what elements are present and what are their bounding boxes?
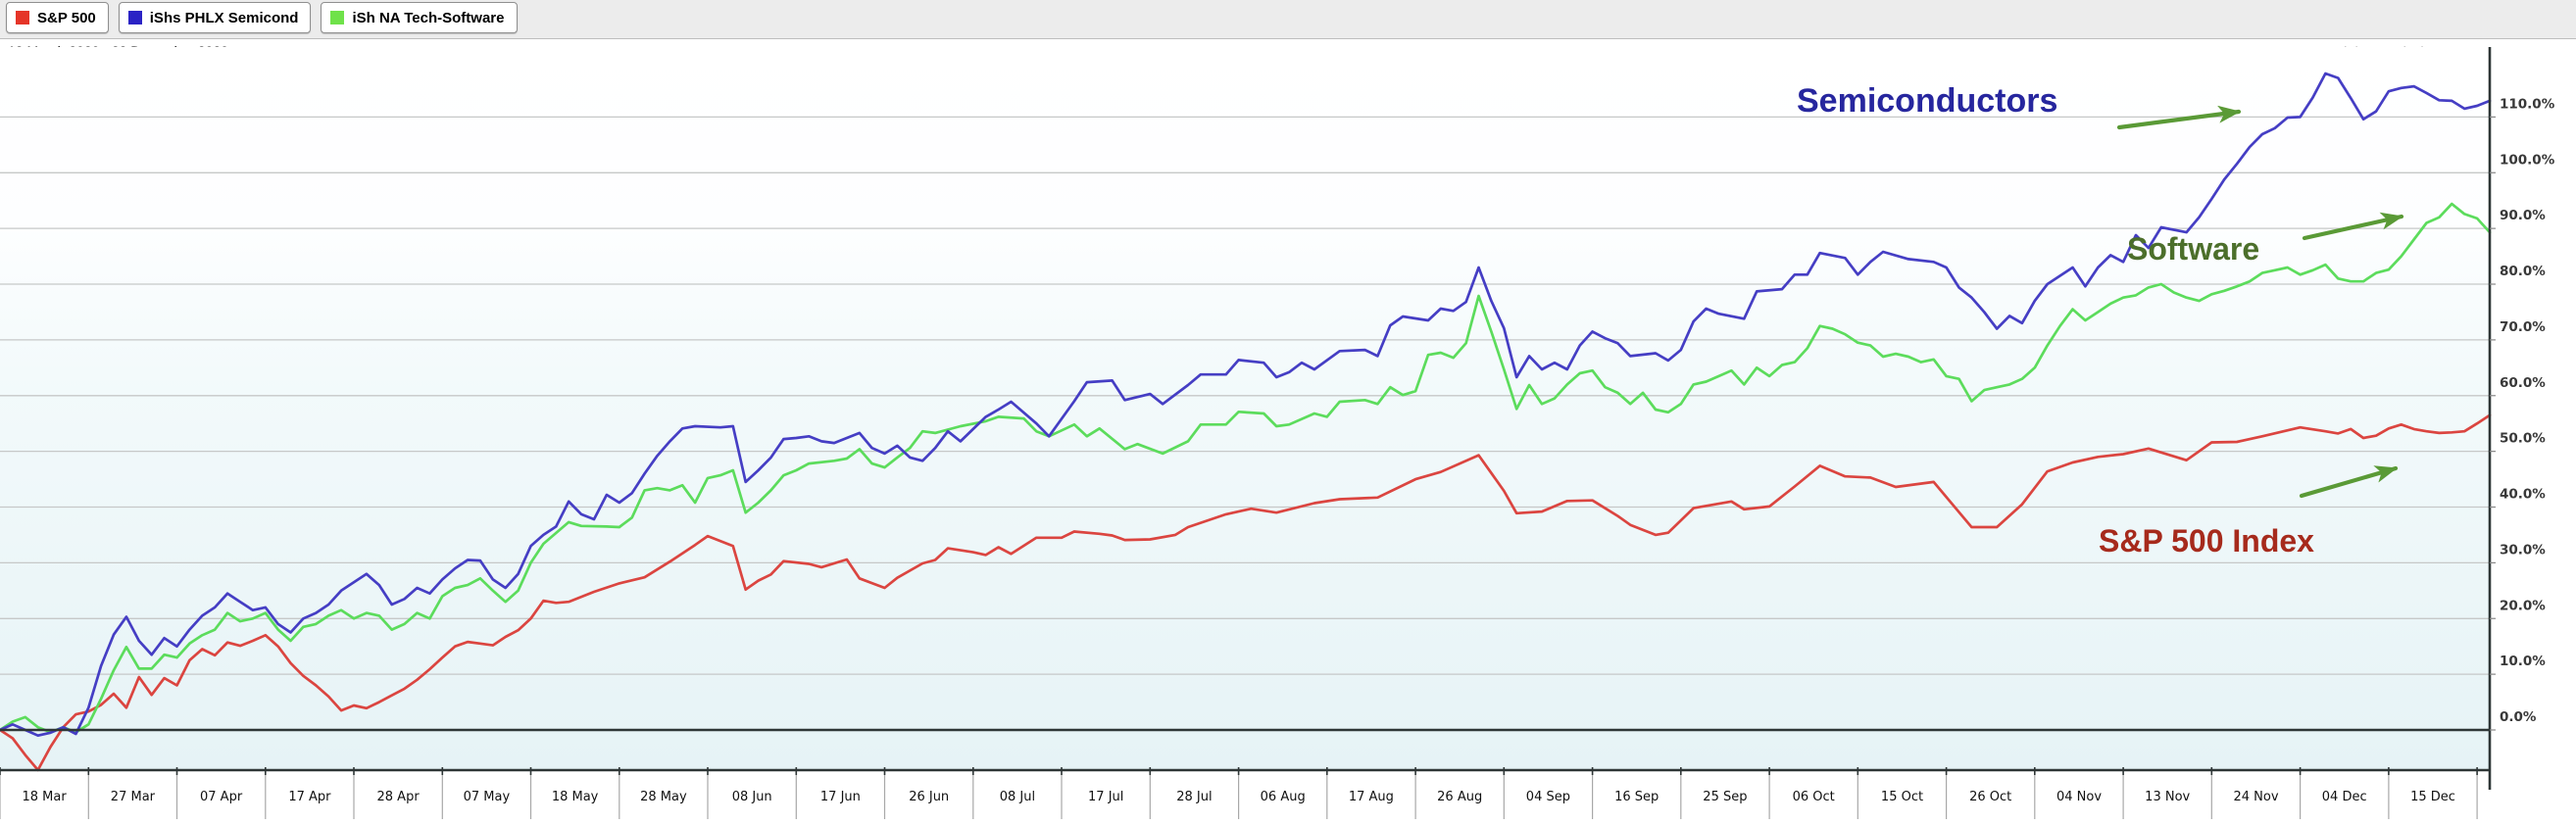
annotation-semiconductors: Semiconductors [1797,82,2058,120]
legend-label-software: iSh NA Tech-Software [352,9,505,26]
legend-button-semiconductors[interactable]: iShs PHLX Semicond [118,2,312,33]
x-tick-label: 06 Oct [1793,790,1835,804]
software-color-swatch-icon [330,11,345,24]
gridlines [0,116,2490,675]
legend-label-sp500: S&P 500 [37,9,96,26]
x-tick-label: 04 Sep [1526,790,1570,804]
series-lines [0,72,2492,772]
annotation-sp500-index: S&P 500 Index [2099,523,2314,558]
x-tick-label: 04 Dec [2322,790,2367,804]
x-tick-label: 25 Sep [1703,790,1747,804]
y-tick-label: 30.0% [2500,542,2546,558]
x-tick-label: 17 Aug [1349,790,1394,804]
legend-bar: S&P 500 iShs PHLX Semicond iSh NA Tech-S… [0,0,2576,39]
x-tick-label: 24 Nov [2233,790,2278,804]
x-tick-label: 28 May [640,790,687,804]
y-tick-label: 0.0% [2500,709,2537,725]
x-tick-label: 13 Nov [2145,790,2190,804]
x-tick-label: 17 Jun [820,790,861,804]
series-line-software [0,202,2492,734]
x-tick-label: 26 Oct [1969,790,2011,804]
x-tick-label: 16 Sep [1614,790,1659,804]
arrow-to-sp500-line [2299,465,2399,499]
y-tick-label: 50.0% [2500,431,2546,447]
legend-label-semiconductors: iShs PHLX Semicond [149,9,299,26]
y-tick-label: 70.0% [2500,319,2546,335]
x-tick-label: 28 Jul [1176,790,1212,804]
annotation-arrows [2116,105,2404,499]
semiconductors-color-swatch-icon [127,11,142,24]
legend-button-sp500[interactable]: S&P 500 [6,2,109,33]
y-tick-label: 90.0% [2500,208,2546,223]
x-tick-label: 18 Mar [22,790,67,804]
x-axis-labels: 18 Mar 27 Mar 07 Apr 17 Apr 28 Apr 07 May 18 M… [0,767,2478,819]
annotation-software: Software [2127,231,2260,267]
y-tick-label: 60.0% [2500,375,2546,391]
sp500-color-swatch-icon [16,11,29,24]
arrow-to-semiconductors-line [2116,105,2242,130]
x-tick-label: 08 Jul [1000,790,1035,804]
legend-button-software[interactable]: iSh NA Tech-Software [321,2,518,33]
x-tick-label: 08 Jun [732,790,772,804]
series-line-sp500 [0,413,2492,772]
plot-background [0,47,2490,770]
x-tick-label: 15 Oct [1881,790,1923,804]
y-tick-label: 110.0% [2500,96,2555,112]
x-tick-label: 15 Dec [2410,790,2455,804]
x-tick-label: 07 May [464,790,511,804]
x-tick-label: 17 Jul [1088,790,1123,804]
x-tick-label: 04 Nov [2056,790,2102,804]
x-tick-label: 18 May [552,790,599,804]
x-tick-label: 26 Aug [1437,790,1482,804]
y-axis-labels: 0.0% 10.0% 20.0% 30.0% 40.0% 50.0% 60.0% 70.0% 8… [2490,96,2555,731]
y-tick-label: 40.0% [2500,487,2546,503]
x-tick-label: 06 Aug [1261,790,1306,804]
series-line-semiconductors [0,72,2492,738]
x-tick-label: 27 Mar [111,790,156,804]
y-tick-label: 80.0% [2500,264,2546,279]
y-tick-label: 100.0% [2500,152,2555,168]
y-tick-label: 20.0% [2500,598,2546,613]
x-tick-label: 17 Apr [288,790,331,804]
x-tick-label: 28 Apr [377,790,421,804]
y-tick-label: 10.0% [2500,654,2546,669]
arrow-to-software-line [2302,212,2404,241]
x-tick-label: 07 Apr [200,790,243,804]
x-tick-label: 26 Jun [909,790,949,804]
